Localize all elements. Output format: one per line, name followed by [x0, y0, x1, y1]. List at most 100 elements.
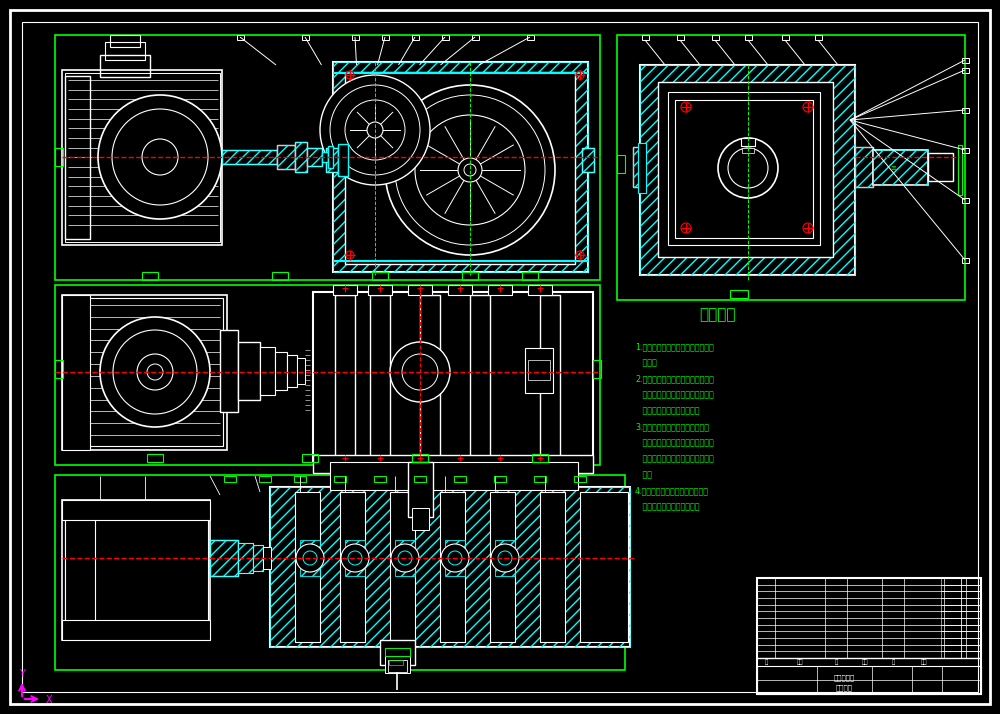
Text: 数: 数 [834, 659, 838, 665]
Bar [110, 35, 140, 47]
Bar [65, 76, 90, 239]
Circle shape [330, 85, 420, 175]
Bar [222, 150, 277, 164]
Bar [326, 148, 338, 172]
Text: 门的合格证方能进行装配。: 门的合格证方能进行装配。 [635, 406, 700, 415]
Bar [941, 591, 961, 598]
Bar [440, 492, 465, 642]
Bar [224, 476, 236, 482]
Bar [528, 360, 550, 380]
Circle shape [448, 551, 462, 565]
Bar [782, 34, 788, 39]
Circle shape [348, 551, 362, 565]
Bar [961, 625, 981, 631]
Bar [488, 285, 512, 295]
Circle shape [395, 95, 545, 245]
Text: 锈蚀、切屑、油污、着色剂和灰尘: 锈蚀、切屑、油污、着色剂和灰尘 [635, 454, 714, 463]
Bar [222, 150, 277, 164]
Text: 平稳。: 平稳。 [635, 358, 657, 367]
Bar [300, 540, 320, 576]
Bar [941, 605, 961, 611]
Bar [340, 492, 365, 642]
Bar [263, 547, 271, 569]
Bar [642, 34, 648, 39]
Text: ≡: ≡ [890, 165, 896, 171]
Bar [658, 82, 833, 257]
Bar [55, 360, 63, 378]
Bar [961, 645, 981, 651]
Bar [961, 605, 981, 611]
Circle shape [391, 544, 419, 572]
Bar [330, 462, 578, 490]
Bar [253, 545, 263, 571]
Bar [814, 34, 822, 39]
Circle shape [415, 115, 525, 225]
Bar [62, 500, 210, 640]
Bar [961, 638, 981, 645]
Bar [494, 476, 506, 482]
Bar [582, 148, 594, 172]
Bar [260, 347, 275, 395]
Bar [65, 298, 223, 446]
Bar [414, 476, 426, 482]
Bar [295, 142, 307, 172]
Text: 4.平键与轴上键槽两侧面应均匀接: 4.平键与轴上键槽两侧面应均匀接 [635, 486, 709, 495]
Bar [855, 147, 873, 187]
Bar [338, 144, 348, 176]
Bar [372, 272, 388, 280]
Bar [294, 476, 306, 482]
Circle shape [390, 342, 450, 402]
Bar [277, 145, 295, 169]
Bar [313, 455, 593, 473]
Bar [941, 578, 961, 585]
Bar [326, 148, 338, 172]
Bar [55, 148, 63, 166]
Bar [385, 655, 410, 673]
Bar [147, 454, 163, 462]
Bar [389, 660, 403, 665]
Text: 带式输送机: 带式输送机 [833, 675, 855, 681]
Bar [668, 92, 820, 245]
Bar [941, 618, 961, 625]
Text: Y: Y [19, 669, 25, 679]
Bar [941, 631, 961, 638]
Bar [526, 34, 534, 39]
Circle shape [296, 544, 324, 572]
Bar [370, 295, 390, 460]
Bar [412, 508, 429, 530]
Bar [962, 258, 968, 263]
Bar [328, 146, 333, 168]
Bar [757, 666, 981, 694]
Bar [238, 543, 253, 573]
Bar [237, 34, 244, 39]
Bar [961, 618, 981, 625]
Text: 驱动装置: 驱动装置 [836, 685, 852, 691]
Bar [390, 492, 415, 642]
Text: 净，不得有毛刺、飞边、氧化皮、: 净，不得有毛刺、飞边、氧化皮、 [635, 438, 714, 447]
Text: 序: 序 [764, 659, 768, 665]
Bar [962, 198, 968, 203]
Bar [65, 503, 95, 637]
Bar [408, 285, 432, 295]
Bar [368, 285, 392, 295]
Bar [744, 34, 752, 39]
Bar [100, 55, 150, 77]
Bar [448, 285, 472, 295]
Bar [385, 648, 410, 656]
Circle shape [100, 317, 210, 427]
Bar [287, 355, 297, 387]
Bar [142, 272, 158, 280]
Bar [961, 651, 981, 658]
Bar [961, 611, 981, 618]
Bar [210, 540, 238, 576]
Bar [534, 476, 546, 482]
Bar [345, 540, 365, 576]
Circle shape [303, 551, 317, 565]
Bar [730, 290, 748, 298]
Bar [962, 148, 968, 153]
Text: 触，其配合面不得有间隙。: 触，其配合面不得有间隙。 [635, 502, 700, 511]
Circle shape [142, 139, 178, 175]
Bar [676, 34, 684, 39]
Bar [382, 34, 389, 39]
Bar [62, 295, 90, 450]
